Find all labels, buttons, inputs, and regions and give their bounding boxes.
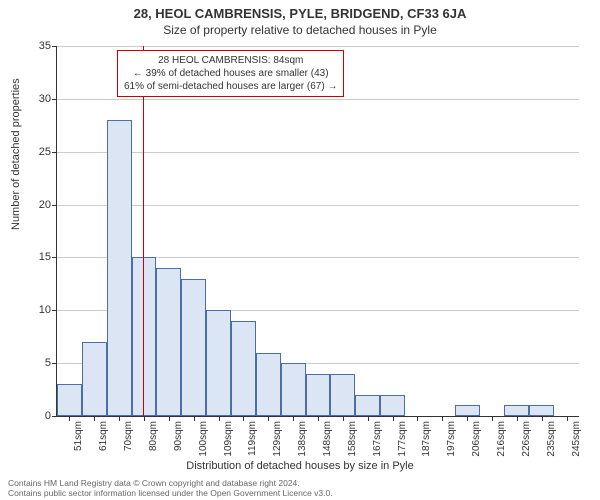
xtick-label: 245sqm [571,421,582,457]
bar [82,342,107,416]
xtick-label: 51sqm [73,421,84,451]
title-main: 28, HEOL CAMBRENSIS, PYLE, BRIDGEND, CF3… [0,0,600,21]
xtick-mark [318,416,319,421]
xtick-label: 226sqm [521,421,532,457]
footer: Contains HM Land Registry data © Crown c… [8,478,333,498]
xtick-mark [567,416,568,421]
xtick-label: 187sqm [421,421,432,457]
annotation-line-3: 61% of semi-detached houses are larger (… [124,80,337,93]
xtick-mark [169,416,170,421]
xtick-label: 177sqm [397,421,408,457]
bar [57,384,82,416]
bar [206,310,231,416]
bar [256,353,281,416]
footer-line-2: Contains public sector information licen… [8,488,333,498]
annotation-line-1: 28 HEOL CAMBRENSIS: 84sqm [124,54,337,67]
ytick-label: 30 [21,93,51,105]
xtick-mark [517,416,518,421]
ytick-mark [52,205,57,206]
ytick-mark [52,99,57,100]
bar [231,321,256,416]
bar [156,268,181,416]
bar [306,374,331,416]
xtick-mark [368,416,369,421]
xtick-label: 138sqm [297,421,308,457]
xtick-label: 80sqm [148,421,159,451]
gridline [57,152,579,153]
gridline [57,205,579,206]
xtick-mark [343,416,344,421]
xtick-label: 109sqm [223,421,234,457]
xtick-label: 129sqm [272,421,283,457]
title-sub: Size of property relative to detached ho… [0,21,600,37]
xtick-label: 100sqm [198,421,209,457]
xtick-mark [417,416,418,421]
bar [455,405,480,416]
xtick-mark [442,416,443,421]
xtick-label: 235sqm [546,421,557,457]
xtick-label: 206sqm [471,421,482,457]
ytick-mark [52,257,57,258]
xtick-mark [219,416,220,421]
xtick-label: 197sqm [446,421,457,457]
xtick-mark [119,416,120,421]
xtick-label: 119sqm [247,421,258,456]
xtick-mark [293,416,294,421]
xtick-mark [492,416,493,421]
bar [504,405,529,416]
xtick-label: 148sqm [322,421,333,457]
xtick-label: 90sqm [173,421,184,451]
ytick-label: 5 [21,357,51,369]
ytick-label: 25 [21,146,51,158]
gridline [57,99,579,100]
annotation-line-2: ← 39% of detached houses are smaller (43… [124,67,337,80]
ytick-mark [52,416,57,417]
xtick-mark [243,416,244,421]
ytick-label: 10 [21,304,51,316]
xtick-label: 61sqm [98,421,109,451]
bar [330,374,355,416]
xtick-mark [542,416,543,421]
bar [529,405,554,416]
xtick-label: 216sqm [496,421,507,457]
marker-line [143,46,144,416]
ytick-label: 35 [21,40,51,52]
ytick-label: 20 [21,199,51,211]
xtick-mark [467,416,468,421]
footer-line-1: Contains HM Land Registry data © Crown c… [8,478,333,488]
annotation-box: 28 HEOL CAMBRENSIS: 84sqm← 39% of detach… [117,50,344,97]
xtick-mark [268,416,269,421]
plot: 0510152025303551sqm61sqm70sqm80sqm90sqm1… [56,46,579,417]
bar [380,395,405,416]
ytick-label: 15 [21,251,51,263]
xtick-mark [94,416,95,421]
bar [281,363,306,416]
gridline [57,46,579,47]
bar [181,279,206,416]
xtick-mark [194,416,195,421]
ytick-mark [52,46,57,47]
ytick-mark [52,363,57,364]
xtick-mark [69,416,70,421]
ytick-mark [52,310,57,311]
bar [107,120,132,416]
xtick-label: 167sqm [372,421,383,457]
chart-area: 0510152025303551sqm61sqm70sqm80sqm90sqm1… [56,46,578,416]
xtick-mark [393,416,394,421]
bar [355,395,380,416]
xtick-label: 158sqm [347,421,358,457]
ytick-label: 0 [21,410,51,422]
ytick-mark [52,152,57,153]
xtick-mark [144,416,145,421]
x-axis-label: Distribution of detached houses by size … [0,460,600,472]
xtick-label: 70sqm [123,421,134,451]
